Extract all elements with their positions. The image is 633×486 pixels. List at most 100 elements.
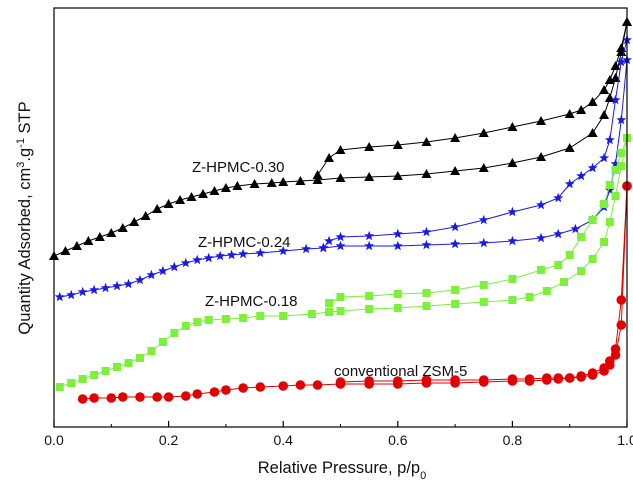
data-point <box>301 243 312 254</box>
x-tick-label: 1.0 <box>617 432 633 448</box>
data-point <box>554 261 563 269</box>
data-point <box>124 359 133 367</box>
data-point <box>604 184 615 195</box>
data-point <box>507 122 518 131</box>
data-point <box>135 354 144 362</box>
data-point <box>278 381 289 391</box>
data-point <box>135 392 145 402</box>
data-point <box>450 133 461 142</box>
data-point <box>421 239 432 250</box>
data-point <box>78 375 87 383</box>
data-point <box>295 176 306 185</box>
data-point <box>335 377 346 387</box>
data-point <box>536 199 546 210</box>
data-point <box>600 200 609 208</box>
data-point <box>106 228 117 237</box>
data-point <box>576 105 587 114</box>
data-point <box>604 93 615 102</box>
data-point <box>336 307 345 315</box>
data-point <box>422 289 431 297</box>
data-point <box>365 305 374 313</box>
data-point <box>163 199 174 208</box>
data-point <box>599 110 610 119</box>
series-z-hpmc-0-30 <box>49 17 632 260</box>
data-point <box>576 372 586 382</box>
data-point <box>616 114 627 125</box>
data-point <box>553 192 564 203</box>
data-point <box>542 287 551 295</box>
data-point <box>106 393 117 403</box>
data-point <box>553 228 564 239</box>
data-point <box>215 250 226 261</box>
data-point <box>588 216 597 224</box>
series-labels: Z-HPMC-0.30 Z-HPMC-0.24 Z-HPMC-0.18 convent… <box>192 159 467 380</box>
data-point <box>152 204 163 213</box>
data-point <box>507 158 518 167</box>
data-point <box>55 383 64 391</box>
data-point <box>587 162 598 173</box>
data-point <box>616 320 627 330</box>
data-point <box>451 300 460 308</box>
data-point <box>117 392 128 402</box>
data-point <box>170 329 179 337</box>
data-point <box>169 261 180 272</box>
data-point <box>324 235 334 246</box>
data-point <box>89 284 100 295</box>
data-point <box>541 373 552 383</box>
data-point <box>180 391 191 401</box>
data-point <box>611 192 620 200</box>
data-point <box>553 373 564 383</box>
data-point <box>60 246 71 255</box>
series-label: Z-HPMC-0.30 <box>192 159 285 176</box>
data-point <box>279 312 288 320</box>
data-point <box>392 240 403 251</box>
data-point <box>392 171 403 180</box>
data-point <box>181 322 190 330</box>
data-point <box>451 286 460 294</box>
data-point <box>559 278 568 286</box>
data-point <box>77 394 88 404</box>
data-point <box>605 360 615 370</box>
data-point <box>325 299 334 307</box>
data-point <box>610 94 621 105</box>
data-point <box>89 393 99 403</box>
data-point <box>605 218 614 226</box>
data-point <box>365 292 374 300</box>
series-label: Z-HPMC-0.18 <box>205 293 298 310</box>
data-point <box>564 143 575 152</box>
data-point <box>524 374 535 384</box>
data-point <box>335 240 346 251</box>
data-point <box>221 315 230 323</box>
adsorption-line <box>59 137 628 388</box>
data-point <box>525 293 534 301</box>
data-point <box>577 233 586 241</box>
data-point <box>478 375 489 385</box>
data-point <box>364 376 374 386</box>
data-point <box>537 266 546 274</box>
data-point <box>335 173 346 182</box>
data-point <box>66 289 77 300</box>
series-layer <box>49 17 632 404</box>
data-point <box>600 238 609 246</box>
data-point <box>570 223 581 234</box>
data-point <box>576 170 587 181</box>
data-point <box>421 169 432 178</box>
data-point <box>617 162 626 170</box>
data-point <box>192 389 203 399</box>
data-point <box>611 166 620 174</box>
data-point <box>204 316 213 324</box>
data-point <box>307 310 316 318</box>
data-point <box>256 312 265 320</box>
data-point <box>421 137 432 146</box>
data-point <box>197 189 208 198</box>
data-point <box>588 255 597 263</box>
series-label: conventional ZSM-5 <box>334 363 467 380</box>
data-point <box>599 366 609 376</box>
data-point <box>610 350 621 360</box>
data-point <box>450 221 460 232</box>
data-point <box>422 302 431 310</box>
data-point <box>599 85 610 94</box>
data-point <box>450 166 461 175</box>
data-point <box>478 237 489 248</box>
